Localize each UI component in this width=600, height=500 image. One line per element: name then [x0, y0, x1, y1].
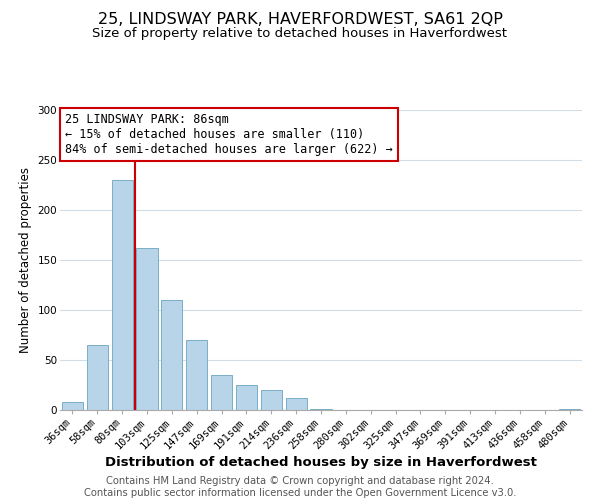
X-axis label: Distribution of detached houses by size in Haverfordwest: Distribution of detached houses by size … — [105, 456, 537, 469]
Bar — [87, 345, 108, 410]
Text: Contains HM Land Registry data © Crown copyright and database right 2024.
Contai: Contains HM Land Registry data © Crown c… — [84, 476, 516, 498]
Bar — [112, 180, 133, 410]
Bar — [559, 409, 580, 410]
Bar — [136, 248, 158, 410]
Bar — [62, 402, 83, 410]
Bar — [286, 398, 307, 410]
Bar — [161, 300, 182, 410]
Text: 25, LINDSWAY PARK, HAVERFORDWEST, SA61 2QP: 25, LINDSWAY PARK, HAVERFORDWEST, SA61 2… — [98, 12, 502, 28]
Bar — [310, 409, 332, 410]
Text: 25 LINDSWAY PARK: 86sqm
← 15% of detached houses are smaller (110)
84% of semi-d: 25 LINDSWAY PARK: 86sqm ← 15% of detache… — [65, 113, 393, 156]
Bar — [236, 385, 257, 410]
Bar — [186, 340, 207, 410]
Bar — [261, 390, 282, 410]
Y-axis label: Number of detached properties: Number of detached properties — [19, 167, 32, 353]
Text: Size of property relative to detached houses in Haverfordwest: Size of property relative to detached ho… — [92, 28, 508, 40]
Bar — [211, 375, 232, 410]
